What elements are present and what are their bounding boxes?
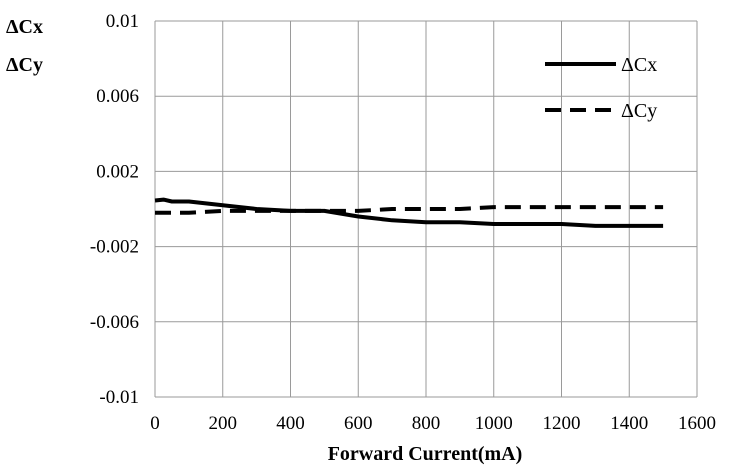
x-axis-label: Forward Current(mA)	[328, 443, 523, 465]
series-layer	[154, 197, 664, 228]
legend: ΔCx ΔCy	[545, 54, 657, 122]
x-tick-label: 600	[344, 413, 373, 434]
series-line-dcx	[154, 197, 664, 228]
legend-label-dcy: ΔCy	[621, 100, 657, 122]
y-tick-label: -0.006	[90, 312, 139, 333]
y-axis-label-line-1: ΔCx	[6, 16, 43, 38]
y-tick-label: 0.002	[96, 161, 139, 182]
x-tick-label: 200	[209, 413, 238, 434]
y-tick-label: 0.01	[106, 11, 139, 32]
tick-labels: 0 200 400 600 800 1000 1200 1400 1600 0.01 0.006 0.…	[90, 11, 716, 434]
y-tick-label: -0.01	[99, 387, 139, 408]
x-tick-label: 1000	[475, 413, 513, 434]
x-tick-label: 800	[412, 413, 441, 434]
x-tick-label: 1400	[610, 413, 648, 434]
y-axis-label-line-2: ΔCy	[6, 54, 43, 76]
x-tick-label: 0	[150, 413, 160, 434]
y-tick-label: 0.006	[96, 86, 139, 107]
x-tick-label: 400	[276, 413, 305, 434]
x-tick-label: 1200	[543, 413, 581, 434]
series-line-dcy	[155, 205, 664, 215]
x-tick-label: 1600	[678, 413, 716, 434]
y-tick-label: -0.002	[90, 237, 139, 258]
legend-label-dcx: ΔCx	[621, 54, 657, 76]
